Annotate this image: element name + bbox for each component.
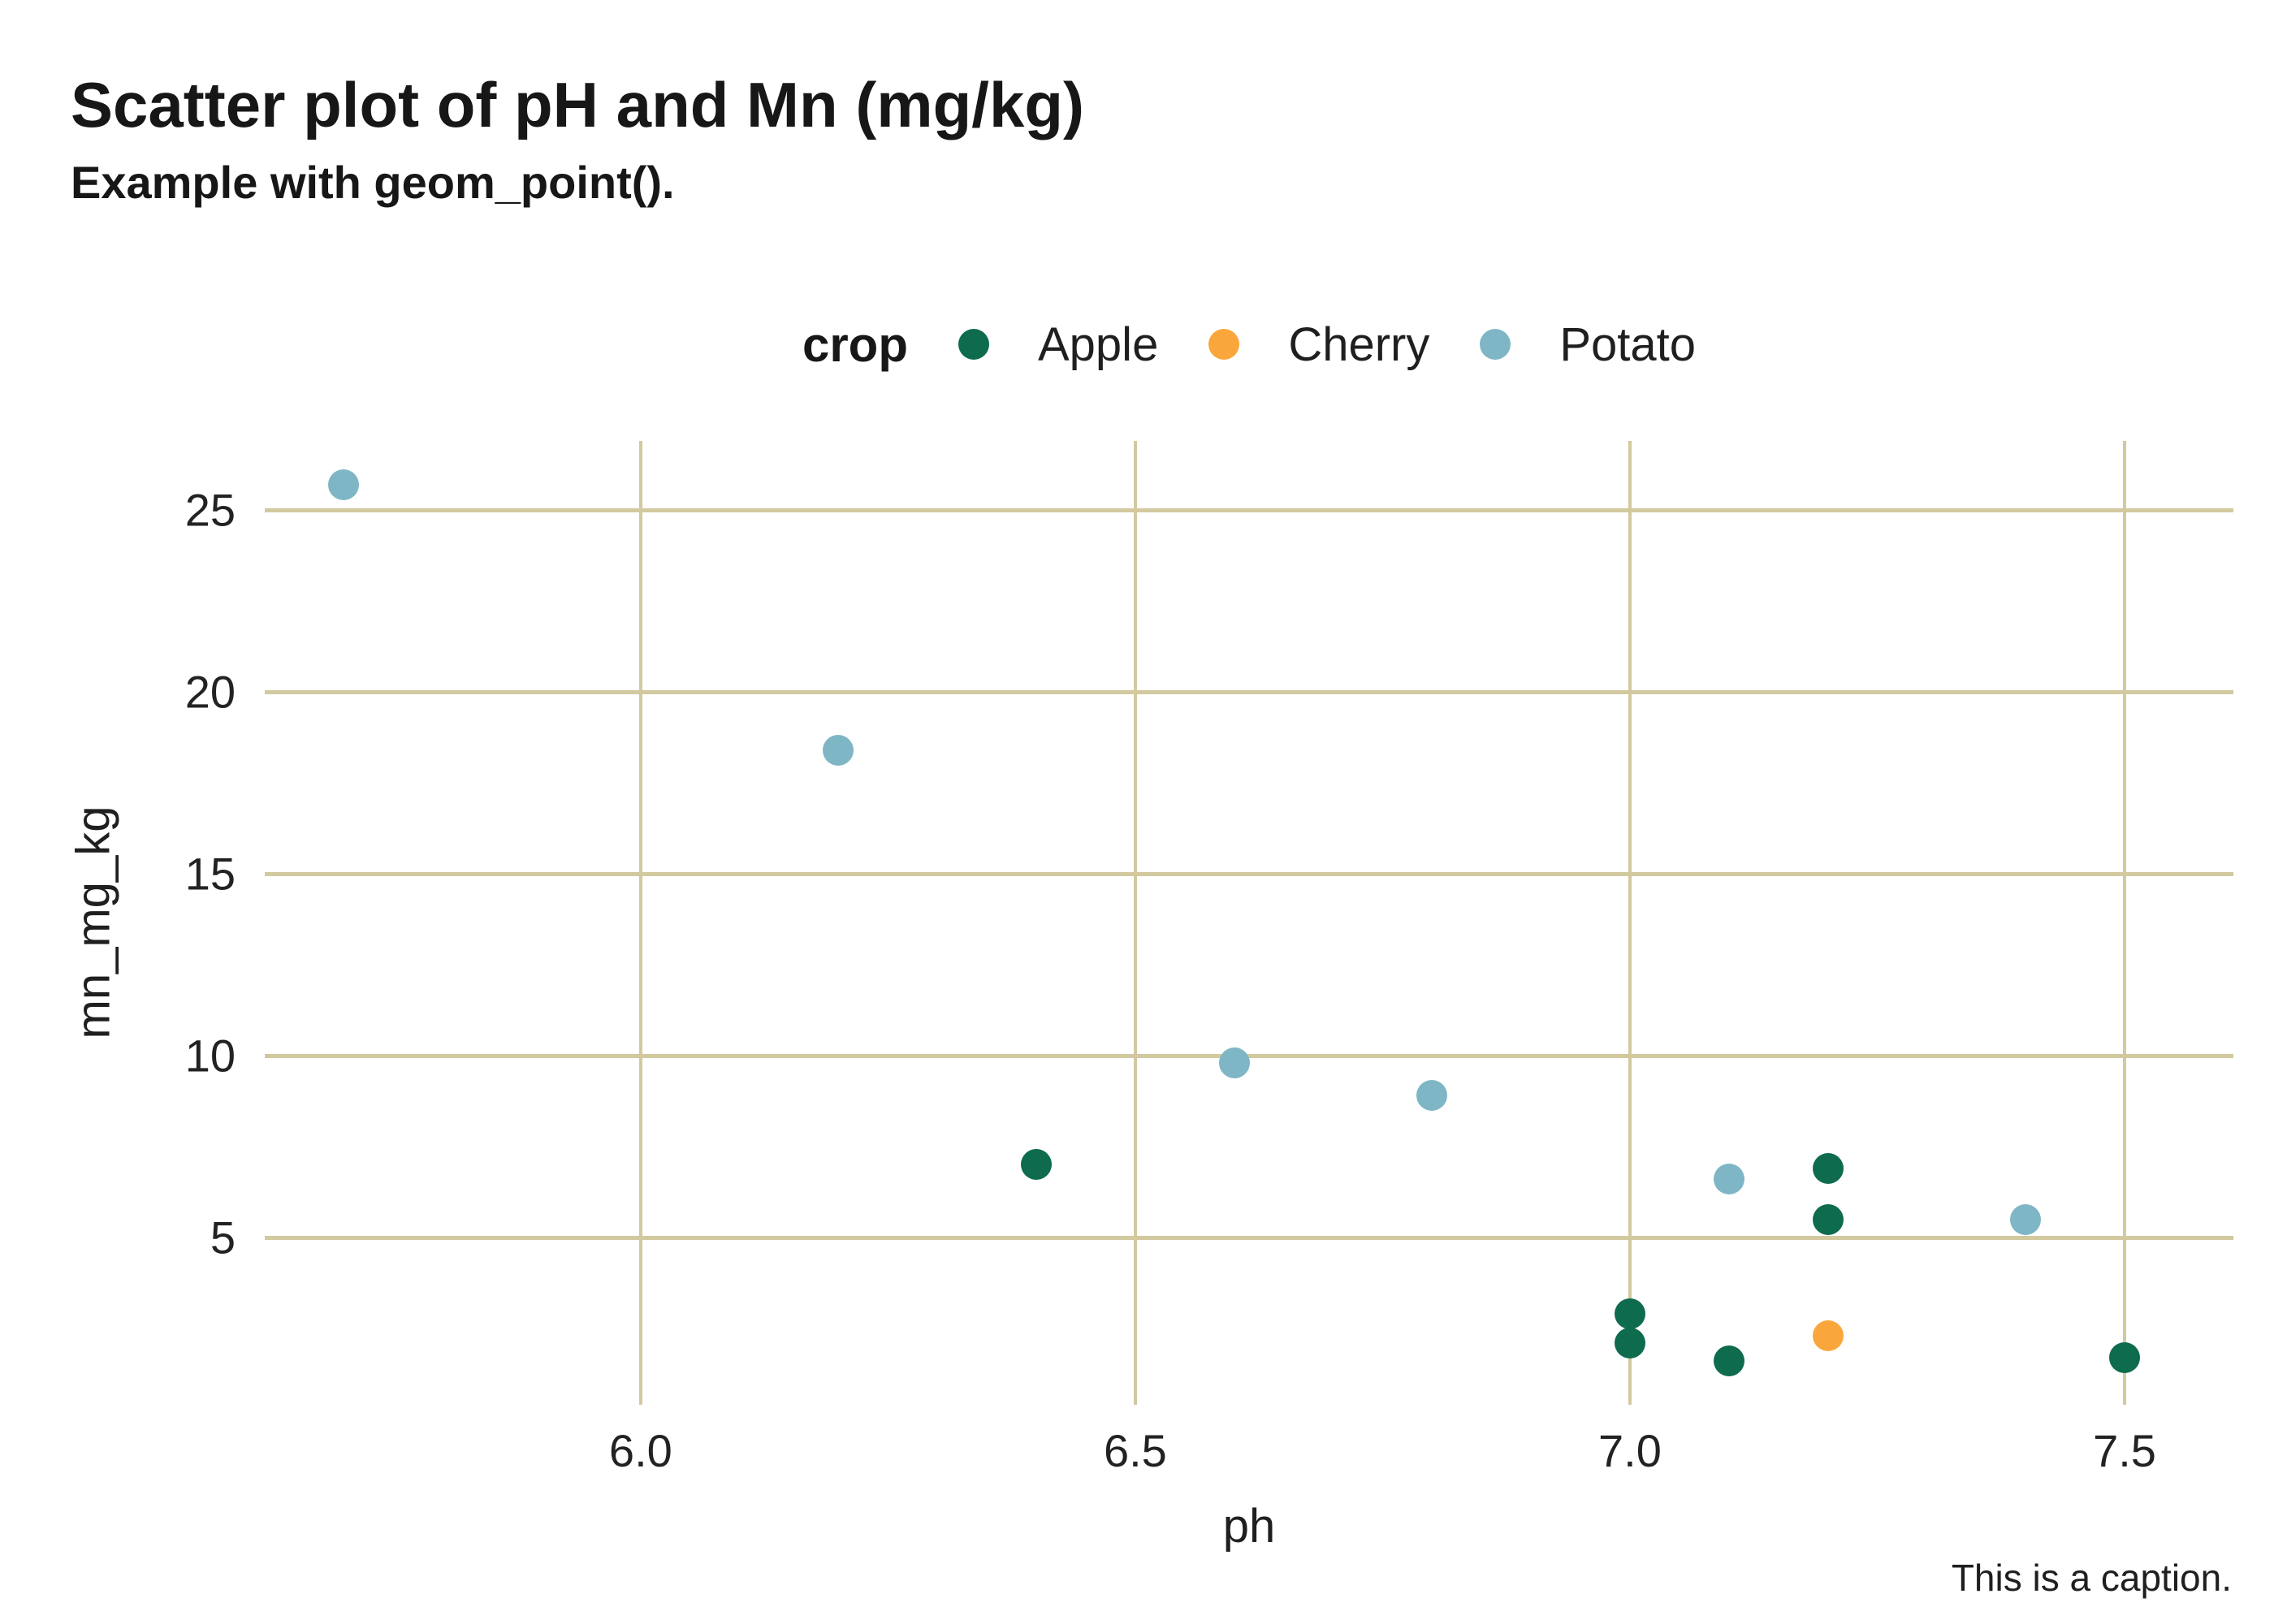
- x-gridline: [1628, 441, 1632, 1405]
- data-point-potato: [1416, 1080, 1448, 1112]
- chart-title: Scatter plot of pH and Mn (mg/kg): [71, 69, 1084, 140]
- data-point-apple: [1614, 1327, 1645, 1358]
- x-tick-label: 6.0: [608, 1425, 672, 1476]
- data-point-apple: [1812, 1203, 1844, 1235]
- y-gridline: [265, 1235, 2233, 1240]
- legend-item-apple: Apple: [958, 317, 1158, 372]
- legend-swatch-apple: [958, 329, 989, 360]
- data-point-apple: [2109, 1341, 2140, 1373]
- y-gridline: [265, 690, 2233, 695]
- legend-label: Potato: [1559, 317, 1697, 371]
- y-tick-label: 5: [210, 1212, 236, 1263]
- y-gridline: [265, 1053, 2233, 1058]
- y-gridline: [265, 508, 2233, 513]
- x-tick-label: 7.5: [2093, 1425, 2156, 1476]
- legend-swatch-cherry: [1208, 329, 1240, 360]
- data-point-apple: [1614, 1298, 1645, 1330]
- data-point-apple: [1021, 1149, 1053, 1181]
- data-point-potato: [1218, 1047, 1250, 1078]
- x-gridline: [2123, 441, 2126, 1405]
- legend-title: crop: [802, 317, 908, 372]
- legend-item-potato: Potato: [1480, 317, 1696, 372]
- data-point-apple: [1713, 1345, 1744, 1377]
- data-point-potato: [328, 469, 360, 500]
- legend-label: Cherry: [1288, 317, 1430, 371]
- y-tick-label: 25: [184, 484, 236, 536]
- legend-label: Apple: [1037, 317, 1159, 371]
- data-point-cherry: [1812, 1320, 1844, 1351]
- data-point-potato: [823, 734, 854, 766]
- data-point-apple: [1812, 1152, 1844, 1184]
- x-gridline: [638, 441, 642, 1405]
- y-tick-label: 10: [184, 1030, 236, 1082]
- chart-caption: This is a caption.: [1951, 1557, 2232, 1599]
- x-gridline: [1133, 441, 1137, 1405]
- y-axis-title: mn_mg_kg: [67, 806, 120, 1039]
- legend: crop Apple Cherry Potato: [265, 312, 2233, 377]
- y-tick-label: 15: [184, 848, 236, 900]
- data-point-potato: [2010, 1203, 2042, 1235]
- y-tick-label: 20: [184, 666, 236, 718]
- x-tick-label: 7.0: [1598, 1425, 1662, 1476]
- legend-item-cherry: Cherry: [1208, 317, 1429, 372]
- y-gridline: [265, 872, 2233, 877]
- legend-swatch-potato: [1480, 329, 1511, 360]
- chart-subtitle: Example with geom_point().: [71, 157, 675, 208]
- data-point-potato: [1713, 1164, 1744, 1195]
- x-axis-title: ph: [1222, 1500, 1276, 1553]
- x-tick-label: 6.5: [1103, 1425, 1167, 1476]
